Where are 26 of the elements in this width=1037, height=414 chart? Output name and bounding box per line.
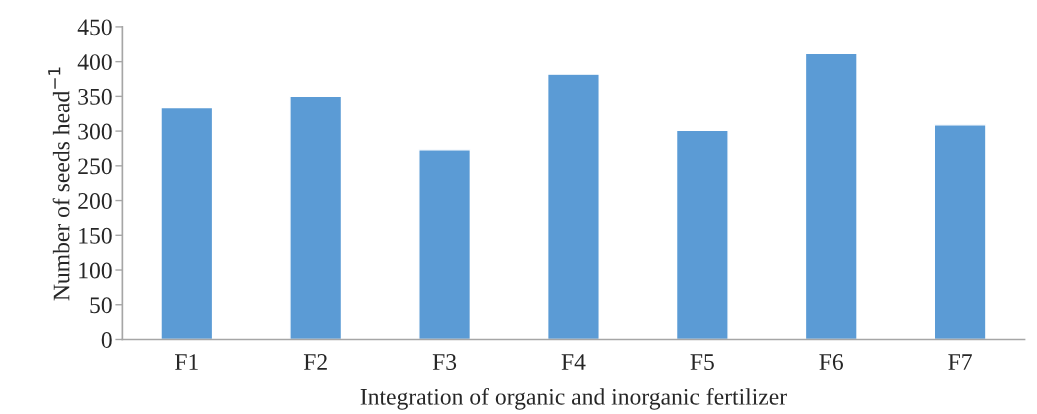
x-tick-label: F6 bbox=[819, 354, 843, 370]
y-tick-label: 400 bbox=[77, 54, 112, 71]
x-tick-label: F2 bbox=[303, 354, 327, 370]
bar bbox=[289, 95, 343, 340]
x-tick-label: F4 bbox=[561, 354, 586, 370]
y-axis-title: Number of seeds head$^{−1}$ bbox=[48, 67, 70, 301]
bar bbox=[804, 52, 858, 340]
bar bbox=[546, 73, 600, 340]
x-tick-label: F7 bbox=[948, 354, 972, 370]
y-tick-label: 150 bbox=[79, 227, 112, 244]
bar bbox=[675, 129, 729, 340]
bar bbox=[418, 149, 472, 340]
y-tick-label: 300 bbox=[78, 123, 112, 140]
y-tick-label: 250 bbox=[78, 158, 112, 175]
y-tick-label: 100 bbox=[79, 262, 112, 279]
y-tick-label: 350 bbox=[78, 88, 112, 105]
x-tick-label: F3 bbox=[432, 354, 457, 370]
y-tick-label: 450 bbox=[77, 19, 112, 36]
y-tick-label: 0 bbox=[101, 331, 112, 348]
bar bbox=[933, 124, 987, 340]
x-axis-title: Integration of organic and inorganic fertilizer bbox=[360, 387, 787, 410]
y-tick-label: 50 bbox=[90, 297, 112, 314]
x-tick-label: F5 bbox=[690, 354, 714, 370]
y-tick-label: 200 bbox=[78, 193, 112, 209]
x-tick-label: F1 bbox=[175, 354, 198, 370]
bar bbox=[160, 106, 214, 340]
